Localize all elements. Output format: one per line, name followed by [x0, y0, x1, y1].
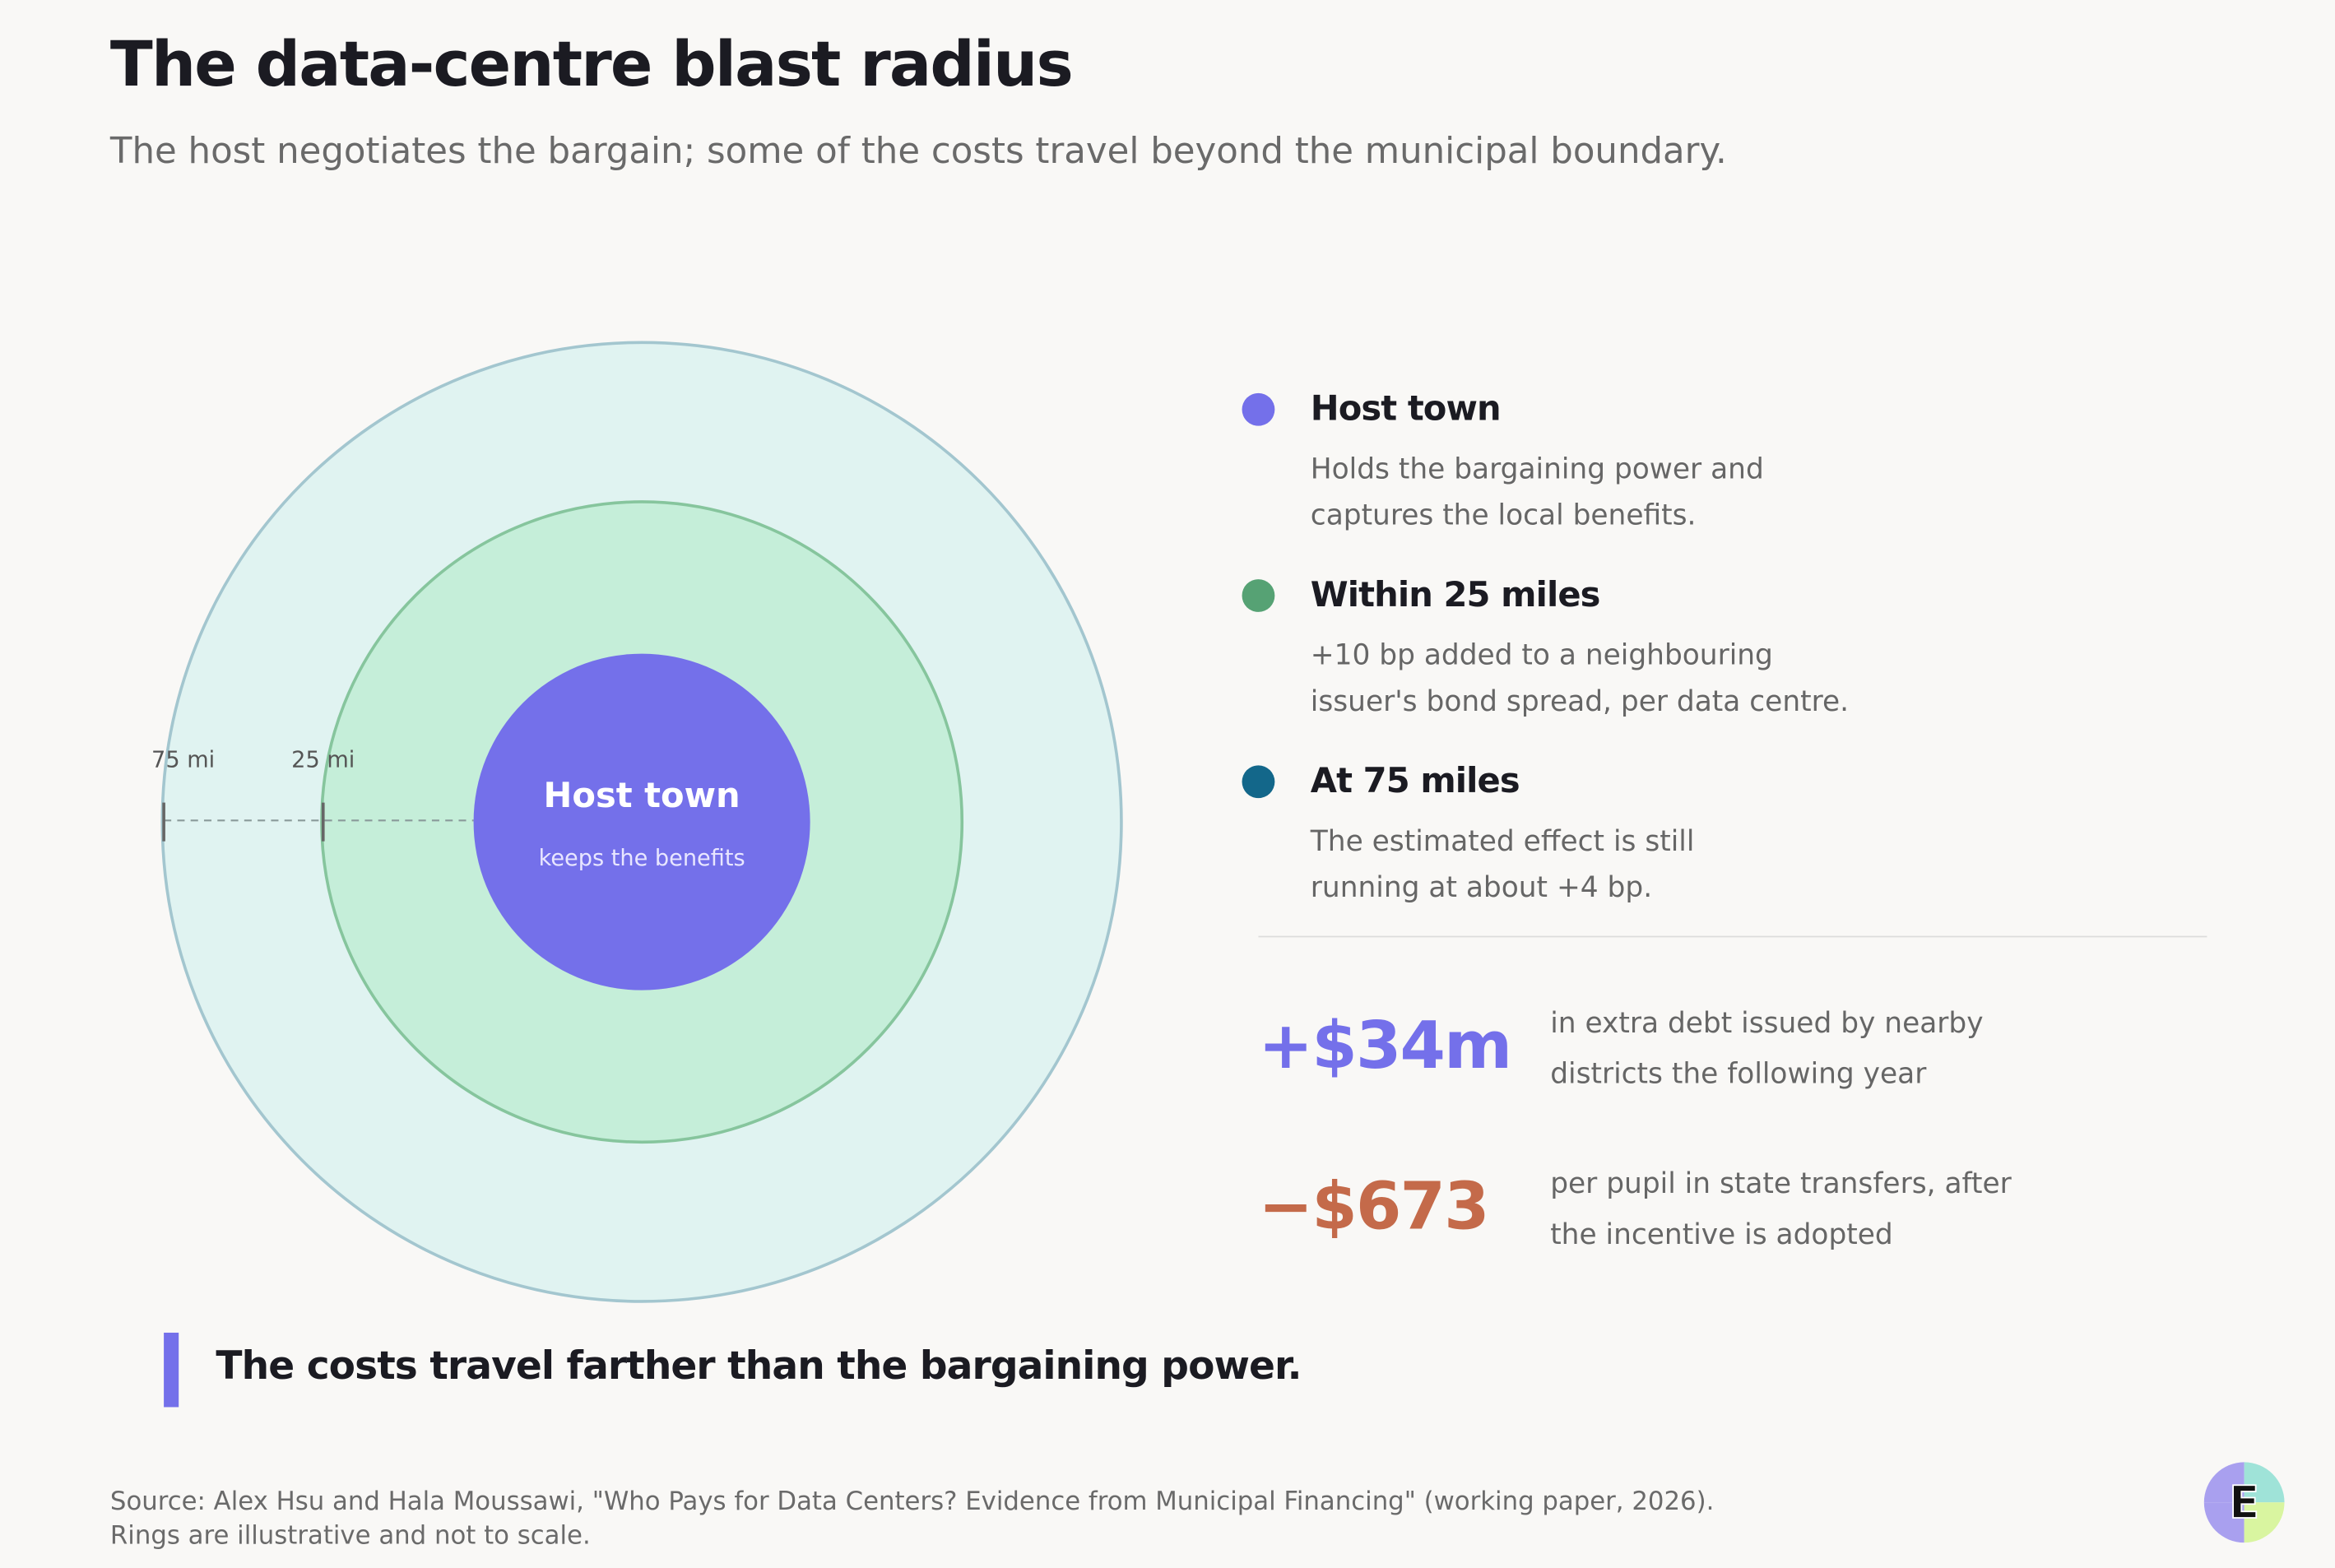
legend-text: +10 bp added to a neighbouring — [1311, 639, 1773, 672]
stat-text: the incentive is adopted — [1550, 1218, 1893, 1251]
legend-text: running at about +4 bp. — [1311, 871, 1652, 904]
legend-title: Within 25 miles — [1311, 574, 1600, 615]
legend-title: Host town — [1311, 388, 1501, 429]
stats: +$34m in extra debt issued by nearby distr… — [1258, 1007, 2012, 1251]
footer-line: Source: Alex Hsu and Hala Moussawi, "Who… — [110, 1487, 1714, 1516]
stat-text: per pupil in state transfers, after — [1550, 1167, 2012, 1200]
legend-text: Holds the bargaining power and — [1311, 452, 1764, 485]
legend-dot — [1242, 579, 1275, 612]
ring-label: 75 mi — [151, 747, 215, 772]
logo-text: E — [2229, 1477, 2259, 1529]
center-subtitle: keeps the benefits — [539, 846, 745, 871]
center-title: Host town — [544, 775, 740, 815]
subtitle: The host negotiates the bargain; some of… — [109, 131, 1727, 172]
ring-label: 25 mi — [291, 747, 355, 772]
stat-text: in extra debt issued by nearby — [1550, 1007, 1983, 1040]
footer-line: Rings are illustrative and not to scale. — [110, 1520, 591, 1550]
legend-dot — [1242, 392, 1275, 426]
callout: The costs travel farther than the bargai… — [216, 1343, 1301, 1389]
legend: Host town Holds the bargaining power and c… — [1242, 388, 1849, 904]
host-circle — [473, 653, 810, 990]
legend-text: issuer's bond spread, per data centre. — [1311, 685, 1849, 718]
callout-bar — [164, 1332, 179, 1408]
legend-title: At 75 miles — [1311, 760, 1520, 800]
stat-text: districts the following year — [1550, 1057, 1927, 1090]
title: The data-centre blast radius — [110, 27, 1072, 100]
legend-dot — [1242, 765, 1275, 799]
stat-value: +$34m — [1258, 1007, 1511, 1083]
stat-value: −$673 — [1258, 1167, 1488, 1244]
logo: E — [2203, 1462, 2285, 1543]
legend-text: captures the local benefits. — [1311, 499, 1697, 532]
legend-text: The estimated effect is still — [1310, 825, 1695, 858]
